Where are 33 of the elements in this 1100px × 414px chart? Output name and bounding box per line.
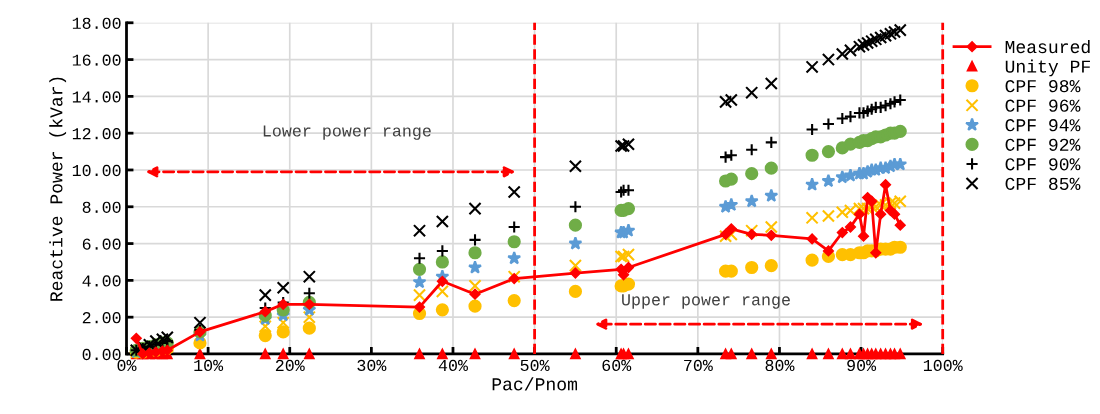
y-tick-label: 14.00 bbox=[72, 91, 121, 103]
legend-label: CPF 90% bbox=[1005, 158, 1081, 171]
x-tick-label: 30% bbox=[357, 359, 387, 372]
y-tick-label: 16.00 bbox=[72, 54, 121, 66]
x-tick-label: 0% bbox=[117, 359, 137, 372]
legend-label: CPF 96% bbox=[1005, 99, 1081, 112]
annotation: Lower power range bbox=[263, 125, 431, 140]
y-tick-label: 8.00 bbox=[82, 201, 121, 213]
y-tick-label: 2.00 bbox=[82, 312, 121, 324]
legend-label: Unity PF bbox=[1005, 59, 1090, 77]
legend-label: CPF 85% bbox=[1005, 177, 1081, 190]
y-tick-label: 18.00 bbox=[72, 17, 121, 29]
y-tick-label: 6.00 bbox=[82, 238, 121, 250]
legend-label: Measured bbox=[1005, 39, 1090, 54]
x-tick-label: 80% bbox=[765, 359, 795, 372]
legend-label: CPF 94% bbox=[1005, 119, 1081, 132]
y-tick-label: 0.00 bbox=[82, 348, 121, 361]
x-tick-label: 90% bbox=[847, 359, 877, 372]
x-tick-label: 20% bbox=[275, 359, 305, 372]
legend-label: CPF 92% bbox=[1005, 138, 1081, 151]
x-axis-title: Pac/Pnom bbox=[492, 377, 578, 391]
x-tick-label: 40% bbox=[438, 359, 468, 372]
y-tick-label: 4.00 bbox=[82, 275, 121, 287]
x-tick-label: 70% bbox=[684, 359, 713, 372]
x-tick-label: 60% bbox=[602, 359, 632, 372]
x-tick-label: 50% bbox=[520, 359, 550, 372]
x-tick-label: 100% bbox=[923, 359, 963, 372]
y-axis-title: Reactive Power (kVar) bbox=[49, 77, 67, 301]
x-tick-label: 10% bbox=[194, 359, 224, 372]
y-tick-label: 10.00 bbox=[72, 164, 121, 177]
annotation: Upper power range bbox=[622, 294, 790, 309]
legend-label: CPF 98% bbox=[1005, 80, 1081, 93]
y-tick-label: 12.00 bbox=[72, 128, 121, 140]
